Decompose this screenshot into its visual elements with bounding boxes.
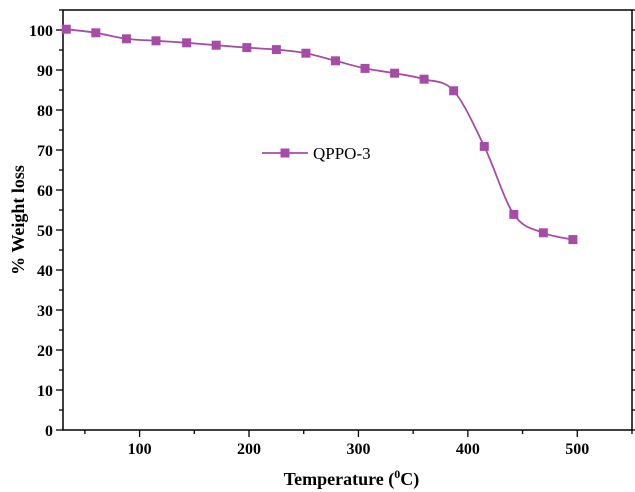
- y-tick-label: 60: [37, 183, 53, 200]
- legend: QPPO-3: [262, 144, 371, 163]
- x-tick-label: 100: [128, 441, 152, 458]
- y-tick-label: 50: [37, 223, 53, 240]
- data-point: [242, 43, 252, 53]
- x-axis-title: Temperature (0C): [284, 467, 419, 490]
- data-point: [91, 28, 101, 38]
- y-axis: 0 10 20 30 40 50 60 70 80 90 100: [29, 9, 635, 440]
- data-point: [61, 24, 71, 34]
- data-point: [360, 63, 370, 73]
- data-point: [509, 209, 519, 219]
- y-tick-label: 10: [37, 383, 53, 400]
- x-tick-label: 200: [237, 441, 261, 458]
- y-tick-label: 90: [37, 63, 53, 80]
- data-point: [390, 68, 400, 78]
- data-point: [330, 56, 340, 66]
- y-axis-title: % Weight loss: [8, 165, 28, 275]
- data-point: [182, 38, 192, 48]
- y-tick-label: 0: [45, 423, 53, 440]
- data-point: [211, 40, 221, 50]
- x-tick-label: 500: [565, 441, 589, 458]
- x-axis: 100 200 300 400 500: [84, 430, 633, 458]
- y-tick-label: 40: [37, 263, 53, 280]
- x-tick-label: 300: [346, 441, 370, 458]
- y-tick-label: 70: [37, 143, 53, 160]
- y-tick-label: 100: [29, 23, 53, 40]
- y-tick-label: 80: [37, 103, 53, 120]
- plot-border: [62, 9, 633, 431]
- data-point: [449, 86, 459, 96]
- x-axis-title-main: Temperature (: [284, 469, 394, 490]
- x-tick-label: 400: [456, 441, 480, 458]
- legend-marker: [280, 148, 290, 158]
- data-point: [538, 228, 548, 238]
- series-line: [66, 28, 574, 241]
- data-point: [479, 141, 489, 151]
- data-point: [419, 74, 429, 84]
- data-point: [271, 45, 281, 55]
- y-tick-label: 20: [37, 343, 53, 360]
- x-axis-title-tail: C): [400, 469, 419, 490]
- plot-frame: [62, 9, 633, 431]
- data-point: [568, 235, 578, 245]
- legend-label: QPPO-3: [313, 144, 371, 163]
- x-axis-title-superscript: 0: [394, 467, 400, 481]
- series-layer: [61, 24, 578, 245]
- data-point: [121, 34, 131, 44]
- data-point: [301, 48, 311, 58]
- y-tick-label: 30: [37, 303, 53, 320]
- data-point: [151, 36, 161, 46]
